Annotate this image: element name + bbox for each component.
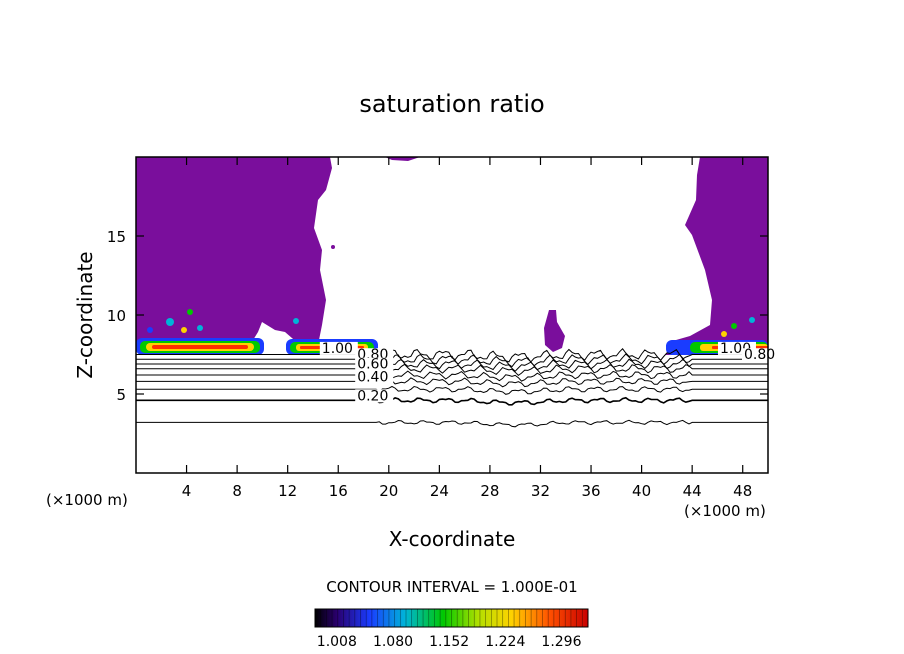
contour-label-bg: [355, 370, 394, 384]
supersaturated-region-right: [665, 157, 768, 355]
speckle: [197, 325, 203, 331]
contour-line: [136, 353, 768, 368]
band-left-core: [152, 345, 248, 349]
speckle: [293, 318, 299, 324]
contour-line: [136, 358, 768, 372]
x-axis-label: X-coordinate: [389, 527, 516, 551]
y-axis: 5 10 15: [107, 228, 768, 404]
supersaturated-region-top: [385, 157, 420, 161]
contour-labels: 1.00 0.800.600.400.201.000.80: [319, 341, 780, 404]
x-unit-left: (×1000 m): [46, 491, 128, 509]
x-tick-label: 28: [480, 482, 499, 500]
contour-line: [136, 348, 768, 363]
y-tick-label: 5: [116, 386, 126, 404]
contour-lines: [136, 348, 768, 428]
contour-interval-text: CONTOUR INTERVAL = 1.000E-01: [326, 578, 577, 596]
colorbar-label: 1.080: [373, 634, 413, 650]
speckle: [749, 317, 755, 323]
speckle: [166, 318, 174, 326]
x-tick-label: 36: [581, 482, 600, 500]
x-tick-label: 8: [232, 482, 242, 500]
contour-line: [136, 419, 768, 428]
y-tick-label: 15: [107, 228, 126, 246]
contour-label: 0.20: [357, 388, 388, 404]
y-tick-label: 10: [107, 307, 126, 325]
x-tick-label: 48: [733, 482, 752, 500]
contour-label: 0.40: [357, 369, 388, 385]
colorbar-label: 1.152: [429, 634, 469, 650]
contour-line: [136, 385, 768, 395]
x-axis: 4 8 12 16 20 24 28 32 36 40 44 48: [182, 157, 752, 500]
x-tick-label: 4: [182, 482, 192, 500]
supersaturated-region-mid: [544, 310, 565, 352]
contour-line: [136, 396, 768, 406]
contour-line: [136, 377, 768, 388]
contour-line: [136, 363, 768, 377]
contour-label: 0.80: [744, 347, 775, 363]
x-tick-label: 32: [531, 482, 550, 500]
colorbar-label: 1.008: [317, 634, 357, 650]
speckle: [187, 309, 193, 315]
contour-label: 1.00: [322, 341, 353, 357]
x-tick-label: 40: [632, 482, 651, 500]
colorbar-labels: 1.008 1.080 1.152 1.224 1.296: [317, 634, 582, 650]
y-axis-label: Z-coordinate: [73, 251, 97, 378]
speckle: [147, 327, 153, 333]
speckle: [731, 323, 737, 329]
x-tick-label: 16: [329, 482, 348, 500]
x-tick-label: 12: [278, 482, 297, 500]
contour-label-bg: [741, 348, 780, 362]
contour-label-bg: [355, 389, 394, 403]
speckle: [181, 327, 187, 333]
contour-label-bg: [319, 341, 358, 355]
colorbar-label: 1.296: [541, 634, 581, 650]
small-region: [331, 245, 335, 249]
colorbar-label: 1.224: [485, 634, 525, 650]
x-tick-label: 24: [430, 482, 449, 500]
x-tick-label: 20: [379, 482, 398, 500]
speckle: [721, 331, 727, 337]
x-tick-label: 44: [683, 482, 702, 500]
contour-label-bg: [355, 357, 394, 371]
supersaturated-region: [136, 157, 768, 355]
contour-label: 0.60: [357, 357, 388, 373]
colorbar: [314, 608, 589, 628]
supersaturated-region-left: [136, 157, 332, 350]
x-unit-right: (×1000 m): [684, 502, 766, 520]
colorbar-ticks: [314, 609, 589, 627]
contour-line: [136, 370, 768, 382]
chart-title: saturation ratio: [359, 90, 544, 118]
